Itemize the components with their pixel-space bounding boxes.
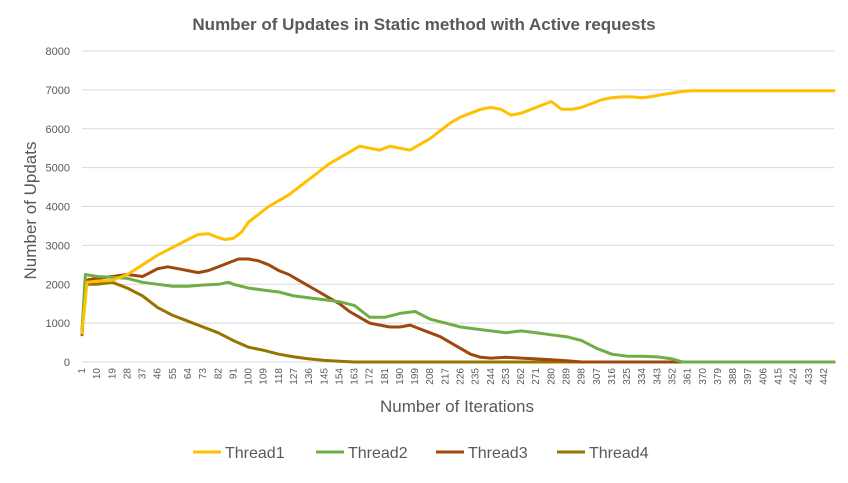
x-tick-label: 64 [183, 368, 194, 380]
y-tick-label: 6000 [46, 124, 70, 136]
x-tick-label: 271 [531, 368, 542, 385]
x-tick-label: 289 [562, 368, 573, 385]
x-tick-label: 379 [713, 368, 724, 385]
x-tick-label: 244 [486, 368, 497, 385]
y-tick-label: 8000 [46, 46, 70, 58]
y-tick-label: 2000 [46, 279, 70, 291]
x-tick-label: 19 [107, 368, 118, 380]
series-line-thread4 [80, 280, 836, 364]
x-tick-label: 424 [789, 368, 800, 385]
x-tick-label: 298 [577, 368, 588, 385]
x-tick-label: 100 [244, 368, 255, 385]
x-tick-label: 307 [592, 368, 603, 385]
x-tick-label: 199 [410, 368, 421, 385]
series-lines [80, 89, 836, 364]
x-tick-label: 406 [758, 368, 769, 385]
x-tick-label: 397 [743, 368, 754, 385]
x-tick-label: 280 [546, 368, 557, 385]
x-tick-label: 316 [607, 368, 618, 385]
y-tick-label: 5000 [46, 163, 70, 175]
x-tick-label: 28 [122, 368, 133, 380]
series-line-thread3 [80, 257, 836, 364]
legend-label: Thread3 [468, 445, 528, 462]
x-tick-label: 10 [92, 368, 103, 380]
x-tick-label: 415 [773, 368, 784, 385]
x-tick-label: 91 [228, 368, 239, 380]
x-tick-label: 109 [259, 368, 270, 385]
x-tick-label: 181 [380, 368, 391, 385]
legend-label: Thread2 [348, 445, 408, 462]
y-tick-label: 0 [64, 357, 70, 369]
chart-title: Number of Updates in Static method with … [192, 15, 655, 34]
x-tick-label: 163 [350, 368, 361, 385]
legend-label: Thread4 [589, 445, 649, 462]
x-tick-label: 82 [213, 368, 224, 380]
x-tick-label: 352 [667, 368, 678, 385]
x-tick-label: 145 [319, 368, 330, 385]
x-axis-tick-labels: 1 10 19 28 37 46 55 64 73 82 91 100 109 118 127 136 145 1… [77, 368, 830, 385]
x-tick-label: 442 [819, 368, 830, 385]
x-tick-label: 136 [304, 368, 315, 385]
x-axis-label: Number of Iterations [380, 397, 534, 416]
y-tick-label: 4000 [46, 202, 70, 214]
y-tick-label: 1000 [46, 318, 70, 330]
x-tick-label: 190 [395, 368, 406, 385]
x-tick-label: 361 [683, 368, 694, 385]
series-line-thread1 [80, 89, 836, 335]
series-line-thread2 [80, 273, 836, 364]
y-axis-label: Number of Updats [21, 142, 40, 280]
x-tick-label: 172 [365, 368, 376, 385]
x-tick-label: 370 [698, 368, 709, 385]
y-tick-label: 3000 [46, 240, 70, 252]
x-tick-label: 262 [516, 368, 527, 385]
x-tick-label: 37 [138, 368, 149, 380]
x-tick-label: 73 [198, 368, 209, 380]
x-tick-label: 325 [622, 368, 633, 385]
x-tick-label: 208 [425, 368, 436, 385]
y-axis-tick-labels: 0 1000 2000 3000 4000 5000 6000 7000 8000 [46, 46, 70, 369]
x-tick-label: 235 [471, 368, 482, 385]
x-tick-label: 55 [168, 368, 179, 380]
x-tick-label: 334 [637, 368, 648, 385]
legend: Thread1 Thread2 Thread3 Thread4 [193, 445, 649, 462]
legend-label: Thread1 [225, 445, 285, 462]
x-tick-label: 253 [501, 368, 512, 385]
x-tick-label: 388 [728, 368, 739, 385]
x-tick-label: 46 [153, 368, 164, 380]
x-tick-label: 154 [334, 368, 345, 385]
x-tick-label: 127 [289, 368, 300, 385]
y-tick-label: 7000 [46, 85, 70, 97]
x-tick-label: 217 [440, 368, 451, 385]
x-tick-label: 226 [456, 368, 467, 385]
x-tick-label: 433 [804, 368, 815, 385]
x-tick-label: 118 [274, 368, 285, 384]
x-tick-label: 343 [652, 368, 663, 385]
x-tick-label: 1 [77, 368, 88, 374]
